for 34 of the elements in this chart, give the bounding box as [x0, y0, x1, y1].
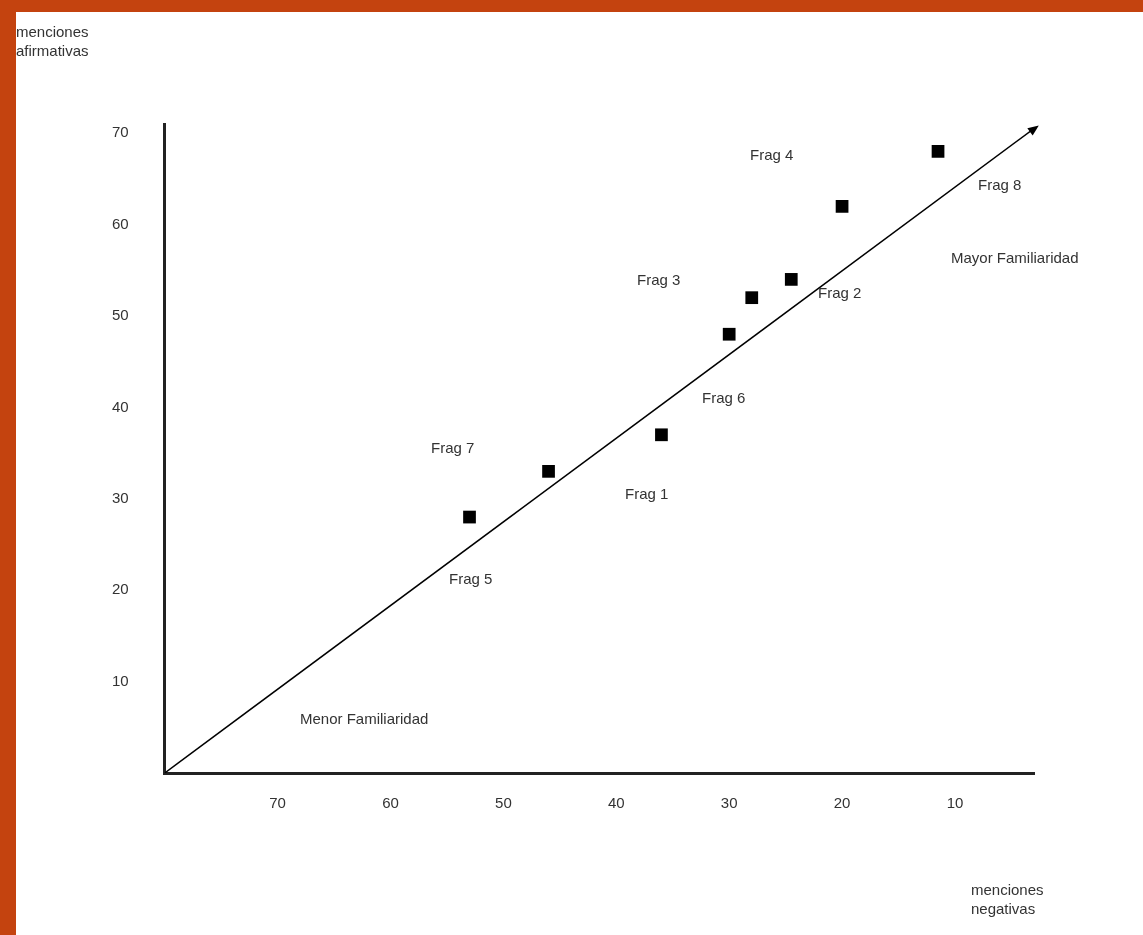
point [784, 273, 798, 286]
annotation: Frag 4 [750, 145, 794, 164]
point [542, 464, 555, 478]
annotation: Frag 8 [978, 175, 1022, 194]
annotation: Frag 5 [449, 569, 493, 588]
y-tick-label: 40 [112, 397, 129, 415]
y-tick-label: 30 [112, 488, 129, 506]
x-tick-label: 30 [720, 794, 738, 812]
y-tick-label: 10 [112, 671, 129, 689]
point [655, 428, 668, 442]
x-tick-label: 20 [833, 794, 851, 812]
x-tick-label: 50 [495, 794, 512, 812]
y-axis-title: menciones afirmativas [16, 22, 90, 60]
x-tick-label: 70 [269, 794, 286, 812]
annotation: Frag 7 [431, 438, 475, 457]
y-tick-label: 50 [112, 306, 129, 324]
x-tick-label: 40 [607, 794, 625, 812]
point [931, 145, 945, 158]
point [745, 291, 759, 305]
point [722, 327, 736, 341]
annotation: Frag 2 [818, 283, 862, 302]
annotation: Frag 3 [637, 270, 681, 289]
point [463, 510, 476, 524]
x-tick-label: 60 [382, 794, 399, 812]
y-tick-label: 70 [112, 123, 129, 141]
y-tick-label: 20 [112, 580, 129, 598]
x-tick-label: 10 [946, 794, 964, 812]
annotation: Frag 1 [625, 484, 669, 503]
y-tick-label: 60 [112, 214, 129, 232]
point [835, 199, 849, 213]
annotation: Menor Familiaridad [300, 709, 429, 728]
x-axis-title: menciones negativas [971, 880, 1045, 918]
annotation: Frag 6 [702, 388, 746, 407]
annotation: Mayor Familiaridad [951, 248, 1079, 267]
